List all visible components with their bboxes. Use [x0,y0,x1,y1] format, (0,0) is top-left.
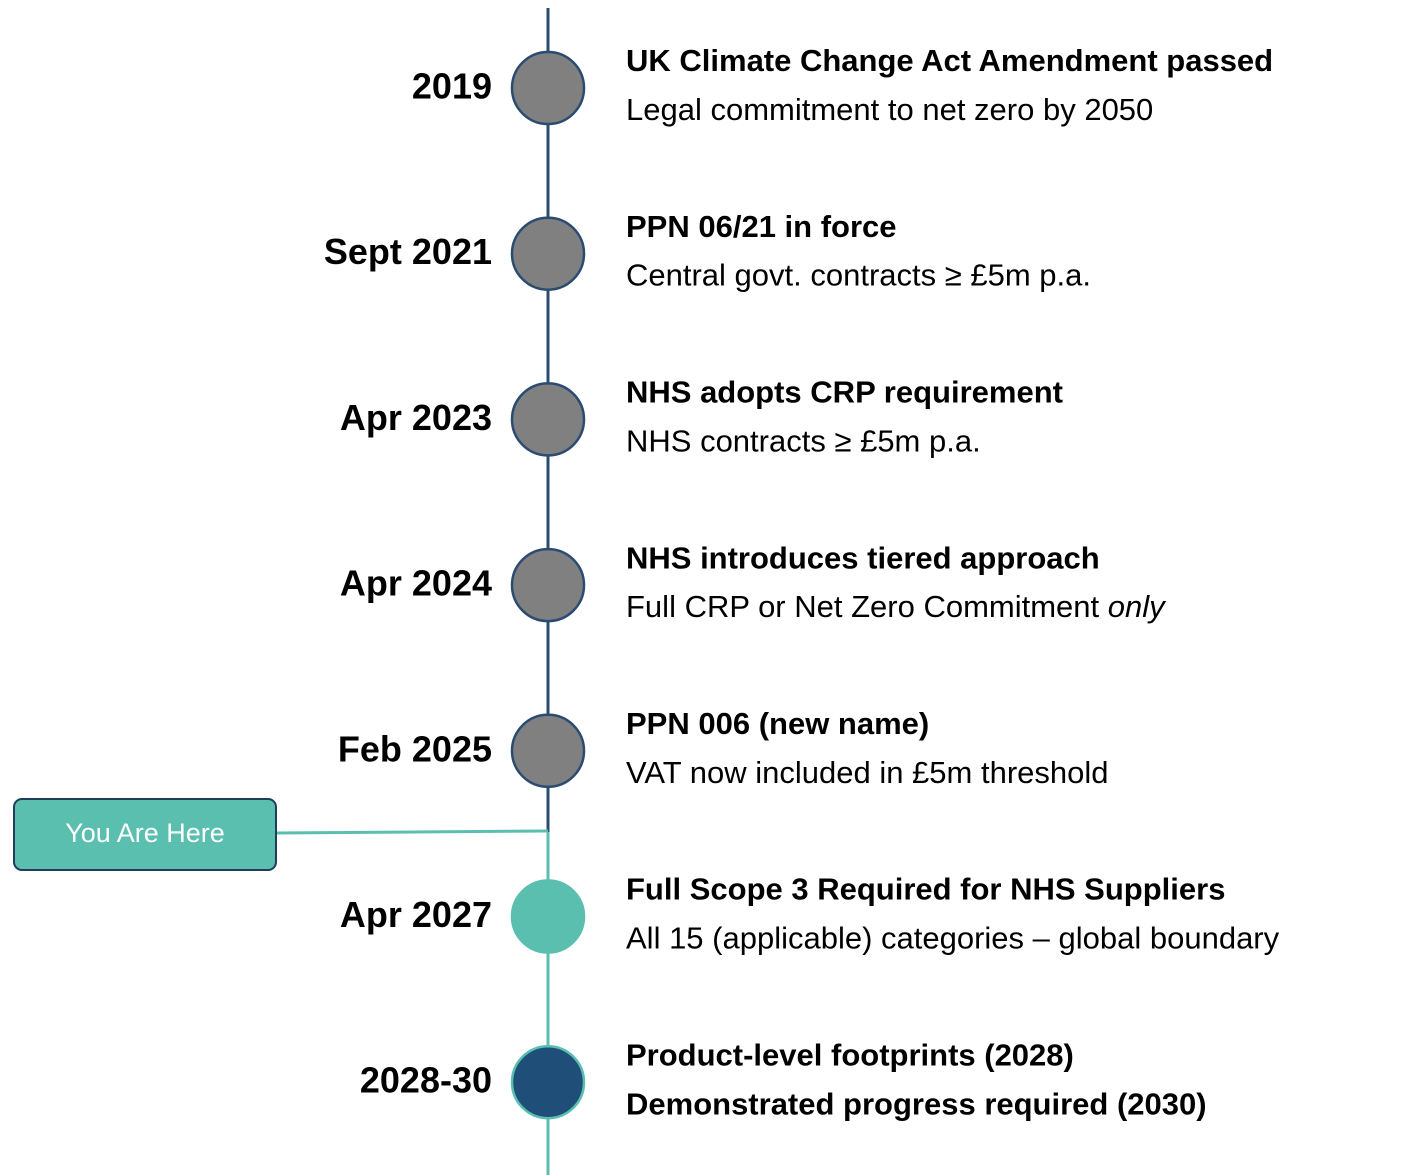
event-description: Legal commitment to net zero by 2050 [626,92,1153,127]
event-date: Apr 2024 [340,563,492,604]
description-emphasis: only [1108,589,1167,624]
description-text: All 15 (applicable) categories – global … [626,921,1280,956]
event-dot [510,547,586,623]
event-title: Product-level footprints (2028) [626,1037,1074,1072]
event-date: Feb 2025 [338,728,492,769]
description-text: Central govt. contracts ≥ £5m p.a. [626,258,1091,293]
event-date: 2019 [412,66,492,107]
event-description: NHS contracts ≥ £5m p.a. [626,424,981,459]
marker-connector [275,829,549,835]
event-title: NHS introduces tiered approach [626,540,1100,575]
description-text: NHS contracts ≥ £5m p.a. [626,424,981,459]
event-date: 2028-30 [360,1060,492,1101]
event-description: Full CRP or Net Zero Commitment only [626,589,1167,624]
event-title: PPN 006 (new name) [626,706,929,741]
event-dot [510,216,586,291]
description-text: Legal commitment to net zero by 2050 [626,92,1153,127]
event-date: Apr 2023 [340,397,492,438]
event-dot [510,50,586,126]
event-date: Sept 2021 [324,231,492,272]
event-dot [510,879,586,954]
event-title: Full Scope 3 Required for NHS Suppliers [626,872,1225,907]
event-date: Apr 2027 [340,894,492,935]
event-title: UK Climate Change Act Amendment passed [626,43,1273,78]
event-title: Demonstrated progress required (2030) [626,1086,1207,1121]
description-text: VAT now included in £5m threshold [626,755,1109,790]
event-description: All 15 (applicable) categories – global … [626,921,1280,956]
event-description: Central govt. contracts ≥ £5m p.a. [626,258,1091,293]
marker-box [13,798,277,871]
description-text: Full CRP or Net Zero Commitment [626,589,1108,624]
event-title: PPN 06/21 in force [626,209,897,244]
event-description: VAT now included in £5m threshold [626,755,1109,790]
event-dot [510,382,586,457]
event-dot [510,713,586,789]
event-title: NHS adopts CRP requirement [626,375,1063,410]
event-dot [510,1044,586,1120]
marker-label: You Are Here [65,818,225,848]
